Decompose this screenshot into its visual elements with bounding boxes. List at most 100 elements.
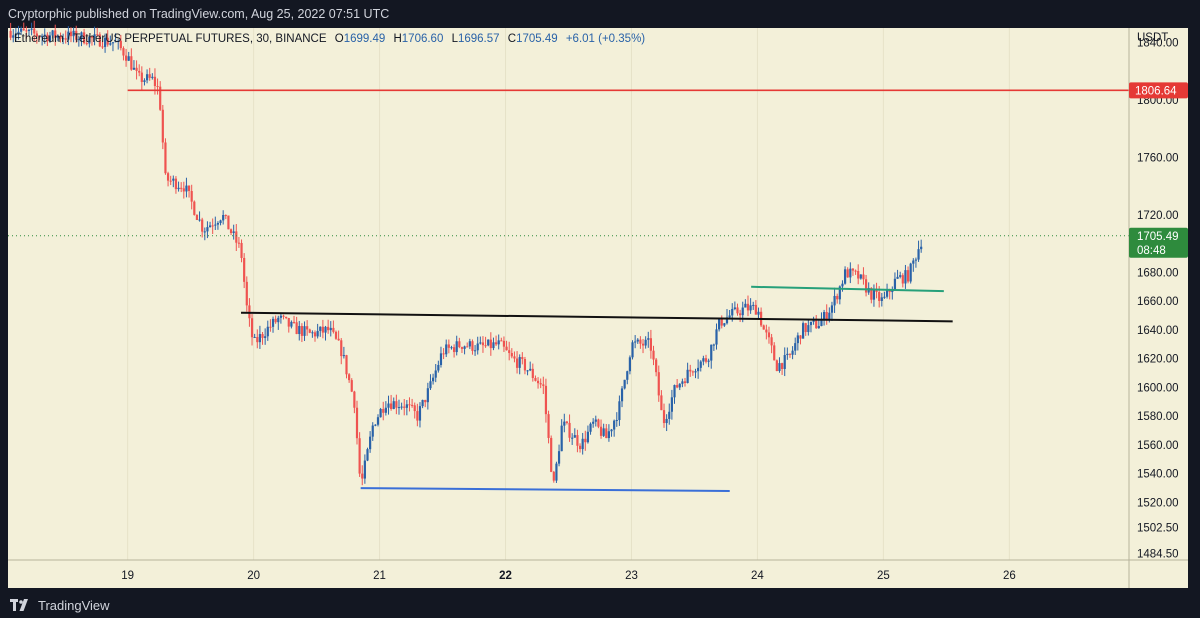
candle-body	[896, 276, 899, 279]
candle-body	[62, 38, 65, 40]
open-value: 1699.49	[344, 33, 386, 45]
candle-body	[670, 397, 673, 412]
candle-body	[387, 403, 390, 408]
high-value: 1706.60	[402, 33, 444, 45]
candle-body	[539, 383, 542, 385]
candle-body	[9, 30, 12, 38]
candle-body	[613, 420, 616, 430]
candle-body	[523, 359, 527, 371]
resistance-price-text: 1806.64	[1135, 85, 1177, 97]
candle-body	[828, 312, 831, 320]
candle-body	[786, 353, 789, 356]
candle-body	[534, 377, 537, 381]
candle-body	[623, 379, 626, 389]
last-price-badge	[1129, 227, 1188, 258]
candle-body	[151, 76, 154, 78]
footer-brand[interactable]: TradingView	[38, 597, 110, 613]
candle-body	[59, 35, 62, 39]
candle-body	[631, 342, 634, 358]
candle-body	[216, 223, 220, 225]
candle-body	[770, 337, 773, 346]
candle-body	[206, 227, 209, 232]
candle-body	[531, 368, 534, 378]
candle-body	[56, 35, 59, 38]
candle-body	[345, 355, 348, 375]
price-tick-label: 1540.00	[1137, 469, 1179, 481]
time-tick-label: 19	[121, 570, 134, 582]
candle-body	[510, 353, 513, 357]
candle-body	[778, 363, 781, 372]
price-chart[interactable]: USDT 1840.001800.001760.001720.001680.00…	[0, 0, 1200, 592]
candle-body	[455, 341, 458, 353]
candle-body	[408, 404, 411, 406]
candle-body	[145, 74, 149, 81]
candle-body	[615, 420, 618, 422]
candle-body	[434, 370, 437, 378]
candle-body	[649, 338, 652, 351]
candle-body	[298, 326, 301, 335]
candle-body	[348, 374, 351, 381]
candle-body	[686, 369, 689, 383]
grid	[127, 28, 1010, 560]
candle-body	[198, 219, 201, 221]
candle-body	[180, 187, 183, 189]
candles	[9, 20, 923, 486]
candle-body	[132, 67, 136, 70]
candle-body	[405, 404, 408, 408]
candle-body	[513, 356, 516, 359]
candle-body	[466, 346, 469, 348]
candle-body	[673, 385, 676, 398]
candle-body	[458, 341, 461, 348]
price-tick-label: 1520.00	[1137, 497, 1179, 509]
price-tick-label: 1620.00	[1137, 354, 1179, 366]
candle-body	[862, 274, 865, 280]
candle-body	[38, 36, 41, 38]
candle-body	[306, 326, 309, 330]
candle-body	[439, 353, 443, 365]
candle-body	[153, 76, 157, 87]
resistance-price-badge	[1129, 82, 1188, 99]
candle-body	[691, 371, 694, 373]
candle-body	[403, 406, 406, 408]
candle-body	[526, 370, 529, 372]
time-axis[interactable]: 19 20 21 22 23 24 25 26	[121, 570, 1015, 582]
candle-body	[450, 347, 453, 349]
candle-body	[138, 70, 141, 73]
symbol-title: Ethereum / TetherUS PERPETUAL FUTURES, 3…	[14, 33, 327, 45]
candle-body	[93, 34, 96, 38]
candle-body	[536, 380, 540, 384]
candle-body	[710, 344, 713, 361]
candle-body	[878, 291, 881, 301]
candle-body	[838, 286, 841, 300]
candle-body	[733, 307, 736, 309]
candle-body	[17, 31, 20, 35]
low-label: L	[452, 33, 459, 45]
candle-body	[618, 401, 621, 421]
candle-body	[901, 275, 904, 284]
candle-body	[893, 278, 897, 290]
candle-body	[369, 436, 372, 450]
candle-body	[82, 32, 86, 44]
candle-body	[350, 380, 353, 392]
candle-body	[411, 404, 414, 406]
candle-body	[20, 28, 23, 32]
candle-body	[164, 142, 167, 174]
candle-body	[676, 385, 679, 388]
price-tick-label: 1840.00	[1137, 37, 1179, 49]
candle-body	[592, 421, 595, 424]
candle-body	[555, 463, 558, 481]
high-label: H	[393, 33, 401, 45]
candle-body	[586, 431, 590, 443]
candle-body	[683, 381, 687, 383]
candle-body	[64, 38, 67, 40]
candle-body	[376, 417, 380, 425]
candle-body	[899, 275, 902, 277]
candle-body	[35, 33, 38, 37]
candle-body	[340, 340, 343, 357]
candle-body	[111, 42, 115, 44]
price-axis[interactable]: 1840.001800.001760.001720.001680.001660.…	[1137, 37, 1179, 560]
candle-body	[662, 410, 666, 424]
price-tick-label: 1560.00	[1137, 440, 1179, 452]
candle-body	[875, 290, 878, 292]
candle-body	[801, 323, 805, 339]
